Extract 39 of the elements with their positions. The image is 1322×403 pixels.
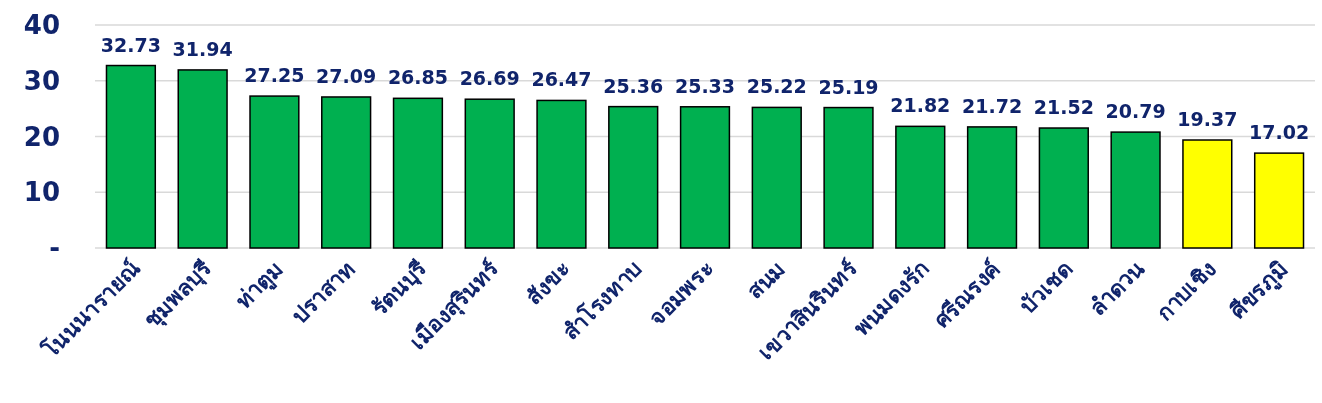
bar	[608, 105, 659, 249]
data-label: 21.72	[962, 94, 1023, 117]
y-tick-label: 30	[23, 65, 60, 96]
bar	[536, 99, 587, 249]
data-label: 20.79	[1105, 100, 1166, 123]
data-label: 27.09	[316, 64, 377, 87]
data-label: 19.37	[1177, 108, 1238, 131]
bar	[1182, 139, 1233, 249]
data-label: 31.94	[172, 37, 233, 60]
bar	[895, 125, 946, 249]
data-label: 25.36	[603, 74, 664, 97]
y-tick-label: 40	[23, 10, 60, 40]
data-label: 21.52	[1033, 96, 1094, 119]
bar	[249, 95, 300, 249]
bar	[464, 98, 515, 249]
data-label: 21.82	[890, 94, 951, 117]
bar	[392, 97, 444, 249]
y-tick-label: 10	[23, 177, 60, 208]
bar	[177, 69, 228, 249]
data-label: 25.22	[746, 75, 807, 98]
bar	[966, 126, 1018, 249]
data-label: 26.47	[531, 68, 592, 91]
data-label: 27.25	[244, 64, 305, 87]
y-tick-label: -	[49, 233, 60, 263]
bar	[105, 64, 157, 249]
bar	[1038, 127, 1089, 249]
data-label: 25.33	[674, 74, 736, 97]
bar	[1110, 131, 1161, 249]
bar	[679, 106, 731, 249]
data-label: 26.69	[459, 67, 520, 90]
bar	[823, 106, 874, 249]
bar	[1253, 152, 1305, 249]
data-label: 32.73	[100, 33, 161, 56]
bar	[751, 106, 802, 249]
data-label: 17.02	[1249, 121, 1310, 144]
data-label: 26.85	[387, 66, 448, 89]
bar	[321, 96, 372, 249]
y-tick-label: 20	[23, 121, 60, 152]
data-label: 25.19	[818, 75, 879, 98]
